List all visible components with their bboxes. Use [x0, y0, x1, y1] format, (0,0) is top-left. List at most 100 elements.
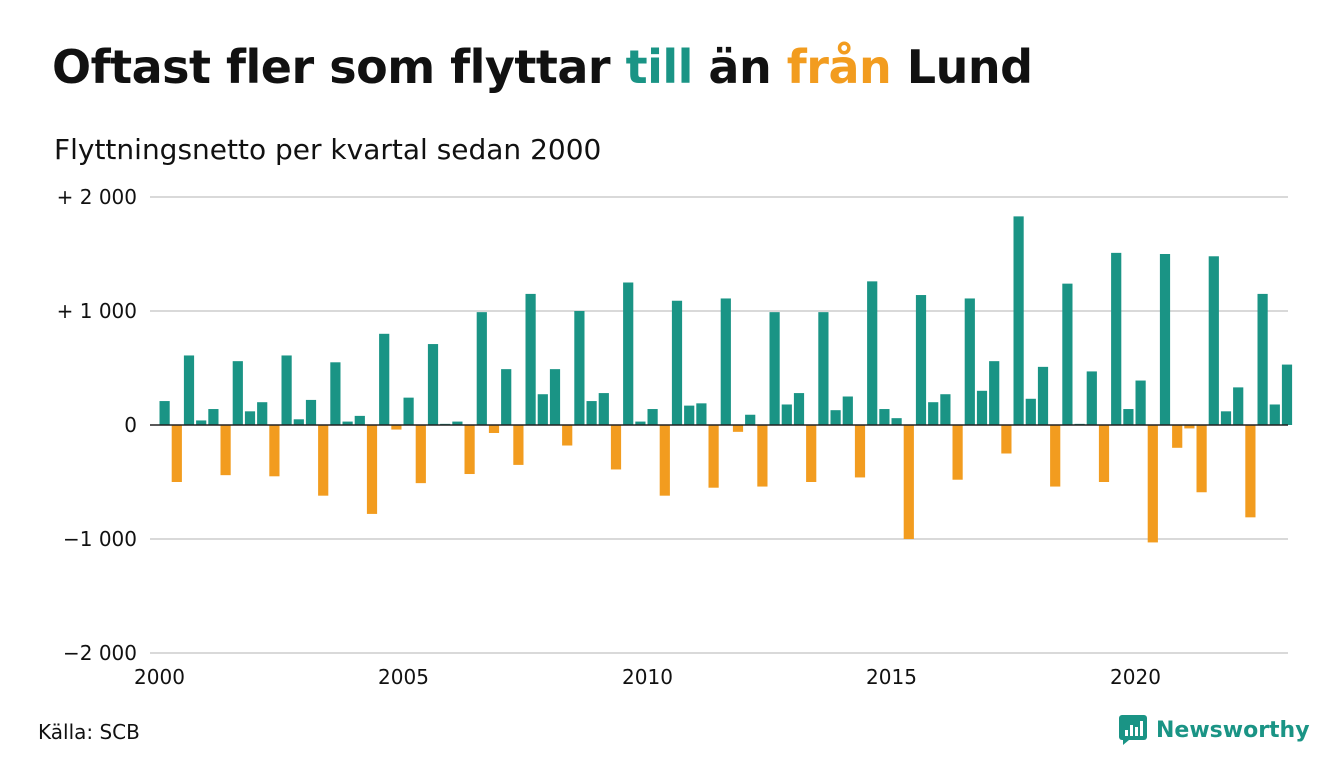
x-tick-label: 2020 — [1110, 665, 1161, 689]
bar-2014-q4 — [879, 409, 890, 425]
bar-2020-q4 — [1172, 425, 1183, 448]
bar-2021-q4 — [1220, 411, 1232, 425]
bar-2013-q4 — [830, 410, 841, 425]
y-tick-label: + 2 000 — [57, 185, 137, 209]
grid-lines — [150, 196, 1288, 654]
bar-2010-q1 — [647, 409, 658, 425]
chart-title: Oftast fler som flyttar till än från Lun… — [52, 40, 1033, 94]
bar-2005-q3 — [427, 344, 439, 425]
bar-2018-q2 — [1050, 425, 1061, 487]
bar-2004-q2 — [366, 425, 378, 514]
bar-2017-q2 — [1001, 425, 1012, 454]
bar-2003-q4 — [342, 421, 353, 425]
bar-2017-q3 — [1013, 216, 1024, 425]
title-part-3: Lund — [891, 40, 1033, 94]
bar-2016-q3 — [964, 298, 975, 425]
x-axis-labels: 2000 2005 2010 2015 2020 — [134, 665, 1161, 689]
x-tick-label: 2000 — [134, 665, 185, 689]
bar-2004-q1 — [354, 415, 365, 425]
bar-2022-q4 — [1269, 404, 1280, 425]
bar-2022-q1 — [1233, 387, 1244, 425]
bar-2007-q3 — [525, 293, 536, 425]
bar-2005-q2 — [415, 425, 426, 484]
bar-2002-q1 — [257, 402, 268, 425]
bar-2005-q1 — [403, 397, 414, 425]
bar-2021-q1 — [1184, 425, 1195, 429]
bar-2015-q3 — [915, 295, 927, 425]
bar-2011-q1 — [696, 403, 707, 425]
bar-2019-q1 — [1086, 371, 1097, 425]
bar-2021-q3 — [1208, 256, 1219, 425]
bars — [159, 216, 1293, 543]
bar-2014-q3 — [867, 281, 878, 425]
brand-name: Newsworthy — [1156, 717, 1310, 743]
bar-2019-q3 — [1111, 252, 1122, 425]
bar-2016-q2 — [952, 425, 963, 480]
bar-2006-q4 — [488, 425, 500, 433]
title-part-1: Oftast fler som flyttar — [52, 40, 626, 94]
x-tick-label: 2010 — [622, 665, 673, 689]
bar-2019-q4 — [1123, 409, 1134, 425]
bar-2011-q3 — [720, 298, 731, 425]
bar-2013-q1 — [793, 393, 805, 425]
bar-2003-q1 — [305, 399, 317, 425]
bar-2002-q2 — [269, 425, 280, 477]
y-axis-labels: + 2 000 + 1 000 0 −1 000 −2 000 — [57, 185, 137, 665]
bar-2003-q3 — [330, 362, 341, 425]
y-tick-label: 0 — [124, 413, 137, 437]
y-tick-label: −2 000 — [63, 641, 137, 665]
bar-2007-q2 — [513, 425, 524, 465]
bar-2016-q1 — [940, 394, 951, 425]
bar-chart: + 2 000 + 1 000 0 −1 000 −2 000 2000 2005 2010… — [57, 185, 1293, 689]
brand-logo: Newsworthy — [1118, 714, 1310, 746]
bar-2009-q3 — [623, 282, 634, 425]
x-tick-label: 2015 — [866, 665, 917, 689]
chart-subtitle: Flyttningsnetto per kvartal sedan 2000 — [54, 133, 602, 166]
bar-2000-q3 — [183, 355, 195, 425]
bar-2015-q2 — [903, 425, 914, 539]
title-part-2: än — [692, 40, 787, 94]
bar-2012-q3 — [769, 312, 780, 425]
bar-2023-q1 — [1281, 364, 1293, 425]
bar-2013-q2 — [806, 425, 817, 482]
bar-2017-q1 — [989, 361, 1000, 425]
bar-2000-q4 — [196, 420, 207, 425]
bar-2018-q3 — [1062, 283, 1073, 425]
bar-2008-q1 — [549, 369, 561, 425]
bar-2003-q2 — [318, 425, 329, 496]
bar-2022-q2 — [1245, 425, 1256, 518]
bar-2021-q2 — [1196, 425, 1207, 493]
bar-2008-q2 — [562, 425, 573, 446]
bar-2000-q1 — [159, 401, 170, 425]
bar-2018-q1 — [1037, 366, 1049, 425]
bar-2012-q1 — [745, 414, 756, 425]
y-tick-label: + 1 000 — [57, 299, 137, 323]
bar-2004-q4 — [391, 425, 402, 430]
bar-2001-q4 — [244, 411, 256, 425]
bar-2014-q2 — [854, 425, 866, 478]
bar-2017-q4 — [1025, 398, 1036, 425]
x-tick-label: 2005 — [378, 665, 429, 689]
bar-2007-q4 — [537, 394, 548, 425]
bar-2009-q1 — [598, 393, 609, 425]
bar-2020-q2 — [1147, 425, 1158, 543]
bar-2004-q3 — [379, 333, 390, 425]
bar-2012-q2 — [757, 425, 768, 487]
bar-2009-q2 — [610, 425, 622, 470]
bar-2008-q3 — [574, 311, 585, 425]
bar-2001-q3 — [232, 361, 243, 425]
source-note: Källa: SCB — [38, 720, 140, 744]
bar-2011-q2 — [708, 425, 719, 488]
bar-2019-q2 — [1098, 425, 1110, 482]
bar-2006-q2 — [464, 425, 475, 475]
title-till: till — [625, 40, 694, 94]
bar-2010-q2 — [659, 425, 670, 496]
bar-2006-q3 — [476, 312, 487, 425]
bar-2007-q1 — [501, 369, 512, 425]
bar-2009-q4 — [635, 421, 646, 425]
newsworthy-logo-icon — [1119, 715, 1147, 745]
title-fran: från — [786, 40, 892, 94]
bar-2013-q3 — [818, 312, 829, 425]
bar-2020-q1 — [1135, 380, 1146, 425]
bar-2008-q4 — [586, 401, 597, 425]
